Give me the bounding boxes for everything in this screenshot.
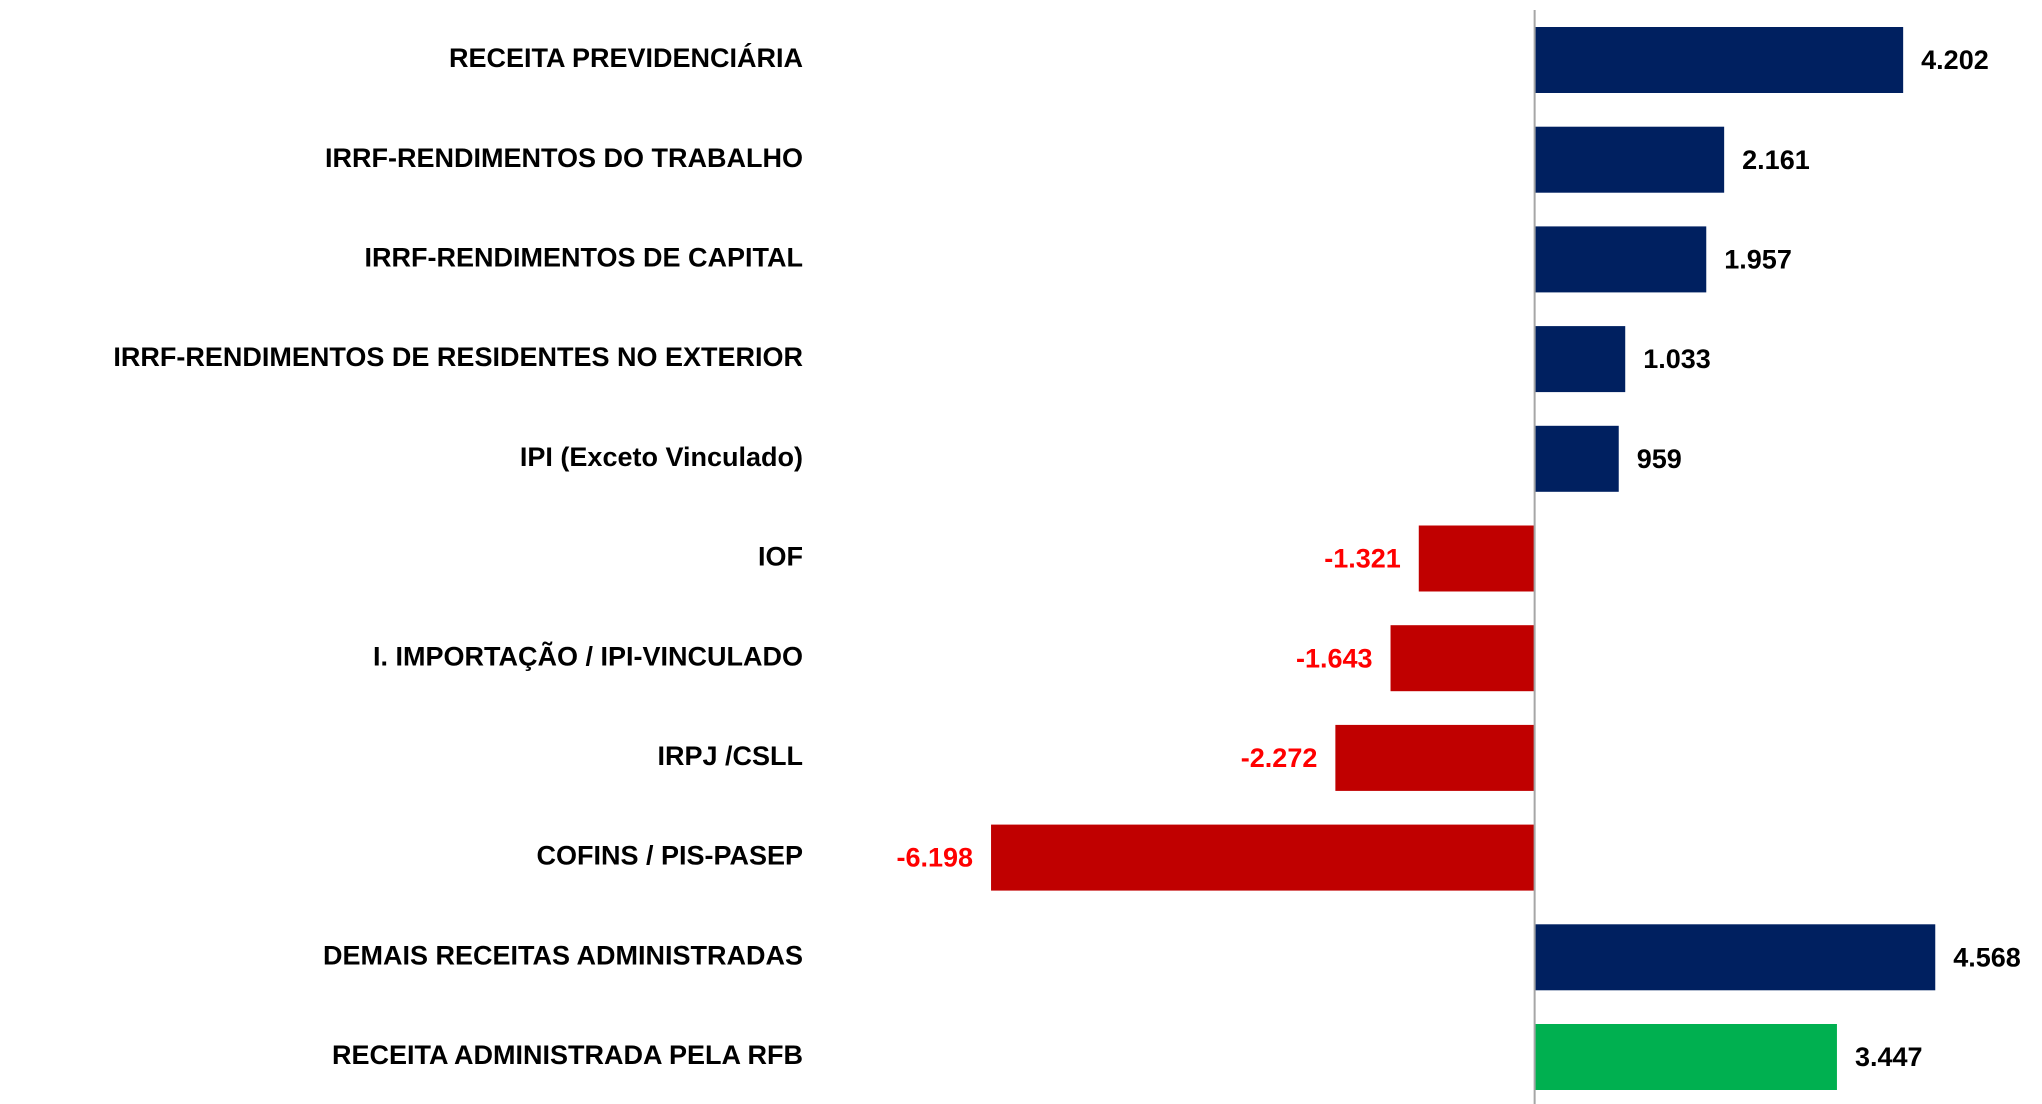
category-label: DEMAIS RECEITAS ADMINISTRADAS (323, 940, 803, 970)
value-label: -2.272 (1241, 743, 1318, 773)
bar (1534, 27, 1904, 93)
bar (1534, 1024, 1837, 1090)
value-label: -1.321 (1324, 544, 1401, 574)
category-label: RECEITA PREVIDENCIÁRIA (449, 42, 803, 73)
bar (1534, 924, 1936, 991)
category-label: I. IMPORTAÇÃO / IPI-VINCULADO (373, 640, 803, 671)
bar (1534, 425, 1619, 492)
value-label: 2.161 (1742, 145, 1810, 175)
bar (991, 824, 1535, 891)
category-label: IRPJ /CSLL (657, 741, 803, 771)
category-label: IRRF-RENDIMENTOS DE RESIDENTES NO EXTERI… (113, 342, 803, 372)
value-label: 1.033 (1643, 344, 1711, 374)
value-label: -1.643 (1296, 643, 1373, 673)
category-label: IRRF-RENDIMENTOS DO TRABALHO (325, 143, 803, 173)
value-label: 4.568 (1953, 942, 2021, 972)
bar (1390, 625, 1535, 692)
value-label: 3.447 (1855, 1042, 1923, 1072)
bar (1335, 724, 1535, 791)
bar (1534, 126, 1725, 193)
value-label: 1.957 (1724, 245, 1792, 275)
bar (1534, 326, 1626, 393)
category-label: IPI (Exceto Vinculado) (520, 442, 803, 472)
value-label: 4.202 (1921, 45, 1989, 75)
bar (1418, 525, 1535, 592)
value-label: 959 (1637, 444, 1682, 474)
category-label: IOF (758, 542, 803, 572)
value-label: -6.198 (896, 843, 973, 873)
category-label: IRRF-RENDIMENTOS DE CAPITAL (365, 243, 804, 273)
category-label: RECEITA ADMINISTRADA PELA RFB (332, 1040, 803, 1070)
bar (1534, 226, 1707, 293)
category-label: COFINS / PIS-PASEP (536, 841, 803, 871)
